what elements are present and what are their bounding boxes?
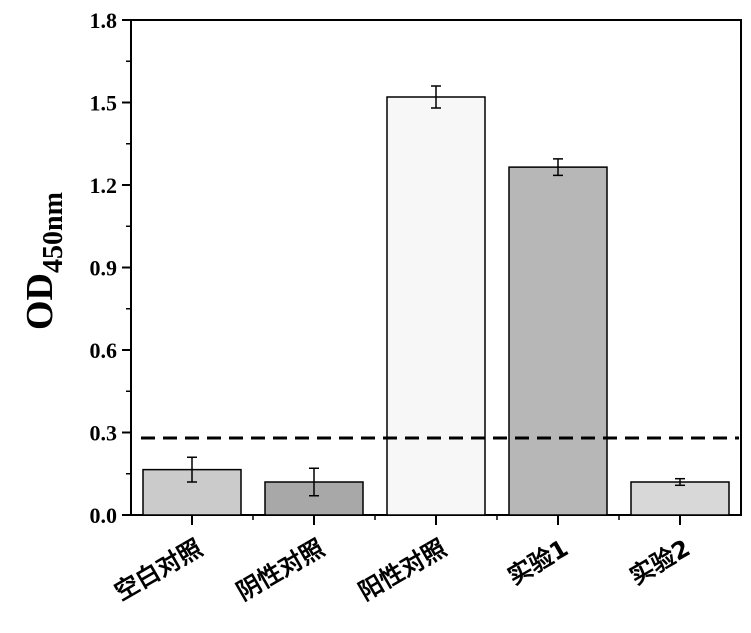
x-tick-label-3: 实验1 — [503, 534, 573, 591]
y-tick-label-3: 0.9 — [90, 256, 118, 281]
x-tick-label-0: 空白对照 — [110, 534, 207, 606]
y-axis: 0.0 0.3 0.6 0.9 1.2 1.5 1.8 — [90, 8, 132, 528]
y-tick-label-0: 0.0 — [90, 503, 118, 528]
bar-4 — [631, 482, 729, 515]
y-tick-label-1: 0.3 — [90, 421, 118, 446]
y-axis-label-main: OD — [19, 273, 61, 330]
y-tick-label-2: 0.6 — [90, 338, 118, 363]
bar-3 — [509, 167, 607, 515]
bar-2 — [387, 97, 485, 515]
y-tick-label-6: 1.8 — [90, 8, 118, 33]
y-axis-label: OD450nm — [19, 192, 69, 330]
bars-layer — [143, 97, 729, 515]
x-tick-label-2: 阳性对照 — [354, 534, 451, 606]
y-tick-label-4: 1.2 — [90, 173, 118, 198]
y-tick-label-5: 1.5 — [90, 91, 118, 116]
x-axis: 空白对照阴性对照阳性对照实验1 实验2 — [110, 515, 695, 606]
y-axis-label-sub: 450nm — [38, 192, 69, 273]
x-tick-label-1: 阴性对照 — [232, 534, 329, 606]
x-tick-label-4: 实验2 — [625, 534, 695, 591]
